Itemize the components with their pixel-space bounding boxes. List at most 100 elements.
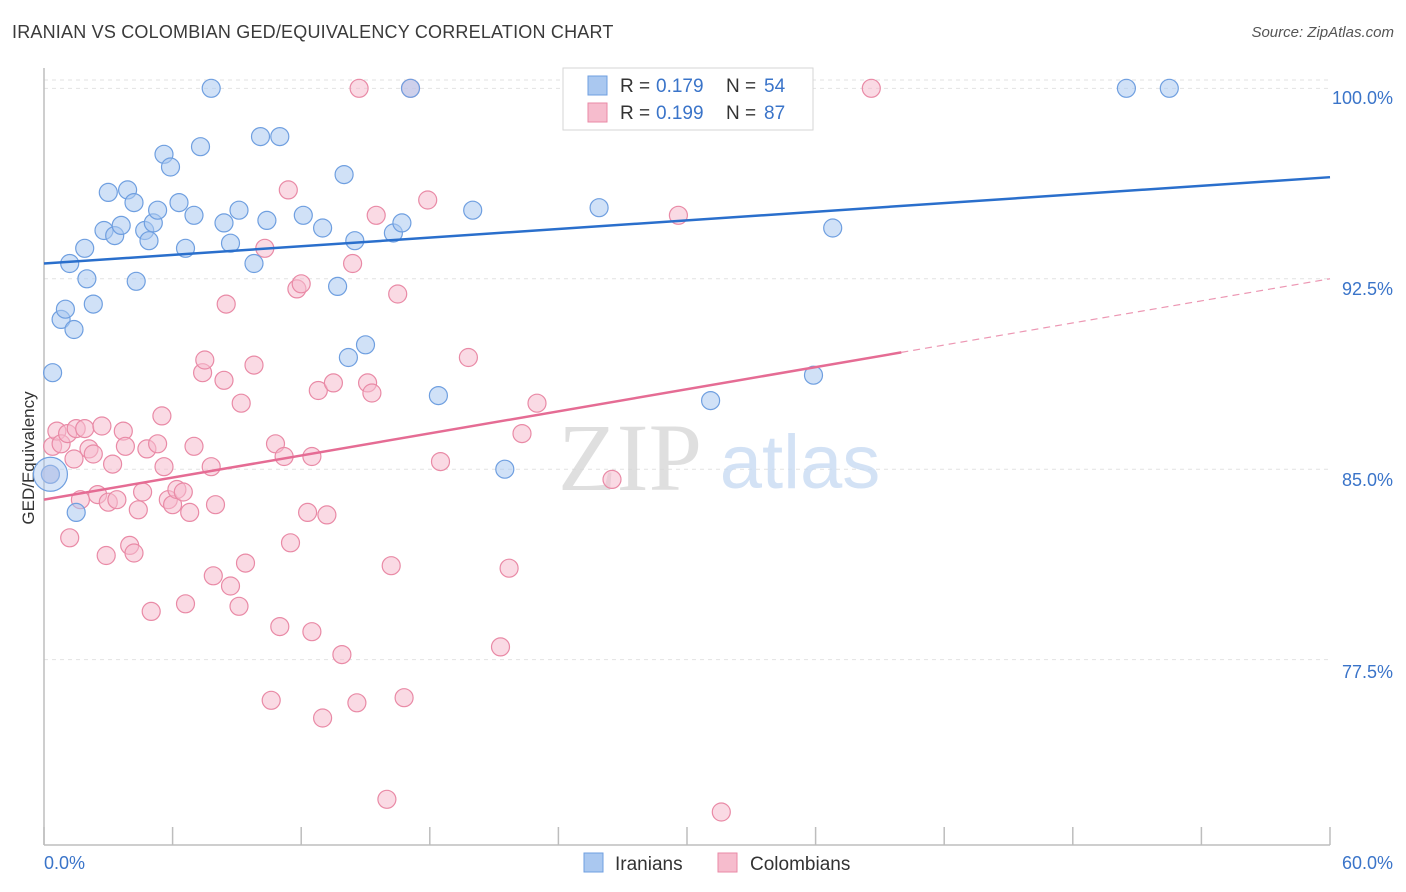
iranian-point (55, 299, 76, 319)
colombian-point (141, 601, 161, 622)
colombian-point (244, 355, 264, 375)
iranian-point (392, 213, 412, 233)
iranian-point (66, 502, 86, 523)
iranian-point (250, 127, 271, 147)
iranian-point (428, 386, 448, 406)
iranian-point (111, 215, 131, 235)
legend-series: Iranians Colombians (583, 852, 850, 875)
iranian-point (334, 165, 354, 185)
colombian-point (216, 294, 236, 314)
watermark-zip: ZIP (558, 404, 702, 511)
tick-labels: 0.0% 60.0% 77.5% 85.0% 92.5% 100.0% (44, 88, 1393, 873)
colombian-point (205, 495, 226, 515)
legend-swatch-iranians (587, 75, 608, 96)
colombian-point (231, 393, 251, 413)
colombian-point (96, 545, 116, 566)
iranian-point (313, 218, 333, 238)
colombian-point (317, 505, 337, 525)
colombian-point (711, 802, 731, 822)
colombian-point (377, 789, 397, 809)
colombian-point (220, 576, 241, 596)
iranian-point (328, 276, 348, 296)
iranian-point (244, 253, 264, 274)
colombian-point (430, 452, 451, 472)
colombian-point (280, 533, 301, 553)
iranian-point (270, 127, 290, 147)
iranian-point (355, 335, 376, 355)
colombian-point (83, 444, 103, 464)
colombian-point (128, 500, 148, 520)
iranian-point (1116, 78, 1137, 98)
x-tick-label-end: 60.0% (1342, 853, 1393, 873)
y-tick-label: 92.5% (1342, 279, 1393, 299)
iranian-point (77, 269, 97, 289)
colombian-point (343, 253, 363, 274)
colombian-point (92, 416, 112, 436)
colombian-point (602, 469, 622, 489)
iranian-point (229, 200, 249, 220)
colombian-point (308, 380, 328, 401)
colombian-point (527, 393, 547, 413)
colombian-point (133, 482, 153, 502)
iranian-point (139, 231, 159, 251)
x-tick-label-start: 0.0% (44, 853, 85, 873)
iranian-point (400, 78, 421, 98)
colombian-point (313, 708, 333, 728)
colombian-point (115, 436, 136, 456)
iranian-point-large (32, 456, 69, 492)
colombian-point (861, 78, 881, 98)
colombian-point (107, 490, 127, 510)
colombian-point (102, 454, 123, 474)
iranian-point (83, 294, 103, 314)
y-tick-label: 77.5% (1342, 662, 1393, 682)
iranian-point (75, 238, 95, 258)
legend-n-value: 87 (764, 103, 785, 124)
colombian-point (235, 553, 256, 573)
colombian-point (298, 502, 318, 523)
iranian-point (293, 205, 313, 225)
colombian-point (347, 693, 367, 713)
colombian-point (184, 436, 204, 456)
colombian-point (152, 406, 172, 426)
colombian-point (148, 434, 168, 454)
colombian-point (302, 446, 322, 467)
colombian-point (229, 596, 249, 616)
colombian-point (154, 457, 174, 477)
iranian-point (124, 193, 144, 213)
source-label: Source: ZipAtlas.com (1251, 24, 1394, 41)
iranian-point (495, 459, 515, 479)
y-tick-label: 85.0% (1342, 470, 1393, 490)
iranian-point (463, 200, 483, 220)
colombian-point (175, 594, 196, 614)
colombian-point (75, 419, 95, 439)
colombian-point (278, 180, 298, 200)
iranian-point (700, 391, 721, 411)
legend-n-label: N = (726, 76, 761, 97)
colombian-point (388, 284, 408, 304)
colombian-point (512, 424, 532, 444)
y-tick-label: 100.0% (1332, 88, 1393, 108)
legend-swatch-colombians (587, 102, 608, 123)
colombian-point (124, 543, 144, 563)
iranian-point (1159, 78, 1179, 98)
colombian-point (180, 502, 200, 523)
legend-r-label: R = (620, 76, 655, 97)
colombian-point (499, 558, 519, 578)
colombian-point (490, 637, 511, 657)
iranian-point (40, 464, 61, 484)
iranian-point (589, 198, 609, 218)
iranian-point (148, 200, 168, 220)
watermark: ZIP atlas (558, 404, 880, 511)
iranian-point (345, 231, 365, 251)
grid-layer (44, 79, 1330, 661)
series-iranians (32, 78, 1179, 523)
legend-r-value: 0.179 (656, 76, 704, 97)
y-axis-label: GED/Equivalency (19, 391, 38, 525)
iranian-point (823, 218, 843, 238)
legend-bottom-swatch-colombians (717, 852, 738, 873)
trend-line-colombians (43, 351, 902, 501)
iranian-point (160, 157, 181, 177)
iranian-point (126, 271, 146, 291)
colombian-point (302, 622, 322, 642)
